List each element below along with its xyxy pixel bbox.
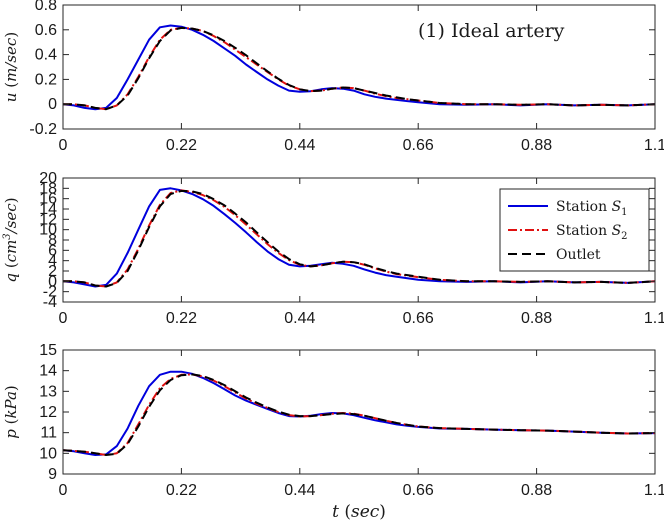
y-tick-label: 0 <box>48 96 57 113</box>
y-tick-label: 12 <box>39 211 57 228</box>
legend-subscript: 1 <box>621 207 627 218</box>
y-tick-label: 11 <box>40 425 57 442</box>
legend-entry: Station S2 <box>556 223 628 242</box>
legend-label: Station <box>556 223 612 239</box>
y-tick-label: -0.2 <box>29 121 57 138</box>
x-tick-label: 0 <box>59 137 68 154</box>
series-line-outlet <box>63 189 655 288</box>
y-tick-label: 10 <box>39 222 57 239</box>
x-tick-label: 0.88 <box>521 310 552 327</box>
y-tick-label: 14 <box>39 201 57 218</box>
series-group <box>63 24 655 111</box>
x-tick-label: 0 <box>59 310 68 327</box>
x-tick-label: 0.88 <box>521 482 552 499</box>
x-tick-label: 0.44 <box>284 310 315 327</box>
ylabel-unit-rest: /sec <box>2 203 20 236</box>
ylabel-symbol: q <box>2 273 20 283</box>
y-tick-label: -4 <box>43 294 57 311</box>
x-tick-label: 0.88 <box>521 137 552 154</box>
y-tick-label: 10 <box>39 445 57 462</box>
legend-box <box>499 188 650 272</box>
y-tick-label: -2 <box>43 284 57 301</box>
xlabel-symbol: t <box>332 502 339 522</box>
ylabel-unit: kPa <box>2 391 20 418</box>
series-group <box>63 187 655 288</box>
legend-entry: Outlet <box>556 247 601 263</box>
x-tick-label: 0.44 <box>284 482 315 499</box>
ylabel-unit: cm <box>2 240 20 263</box>
ylabel-paren: ( <box>2 262 20 273</box>
y-tick-label: 0.4 <box>35 47 57 64</box>
y-tick-label: 6 <box>48 242 57 259</box>
ylabel-paren: ( <box>2 82 20 93</box>
plot-area <box>63 350 655 474</box>
x-tick-label: 1.1 <box>644 137 664 154</box>
xlabel-paren: ) <box>379 502 386 522</box>
legend-subscript: 2 <box>621 231 627 242</box>
y-tick-label: 8 <box>48 232 57 249</box>
x-tick-label: 0.66 <box>403 482 434 499</box>
ylabel-paren: ) <box>2 32 20 38</box>
x-tick-label: 0.66 <box>403 137 434 154</box>
ylabel-symbol: u <box>2 93 20 103</box>
y-tick-label: 9 <box>48 466 57 483</box>
y-tick-label: 0 <box>48 273 57 290</box>
y-tick-label: 0.6 <box>35 22 57 39</box>
x-tick-label: 0.22 <box>166 137 197 154</box>
series-line-outlet <box>63 26 655 111</box>
chart-panel-2: 0 0.22 0.44 0.66 0.88 1.1-4-20246810121416182… <box>2 170 664 327</box>
x-tick-label: 0 <box>59 482 68 499</box>
ylabel-symbol: p <box>2 429 20 439</box>
y-tick-label: 0.2 <box>35 71 57 88</box>
series-line-outlet <box>63 373 655 456</box>
y-tick-label: 13 <box>39 383 57 400</box>
chart-panel-1: 0 0.22 0.44 0.66 0.88 1.1-0.200.20.40.60.8u (… <box>2 0 664 154</box>
ylabel-superscript: 3 <box>2 233 13 239</box>
axes-frame <box>62 4 656 130</box>
y-tick-label: 0.8 <box>35 0 57 14</box>
panel-annotation: (1) Ideal artery <box>418 20 565 42</box>
x-tick-label: 1.1 <box>644 310 664 327</box>
y-tick-label: 2 <box>48 263 57 280</box>
ylabel-paren: ( <box>2 419 20 430</box>
y-tick-label: 16 <box>39 191 57 208</box>
y-tick-label: 4 <box>48 253 57 270</box>
legend-math: S <box>612 223 622 239</box>
legend-label: Outlet <box>556 247 601 263</box>
ylabel-paren: ) <box>2 197 20 203</box>
x-tick-label: 0.44 <box>284 137 315 154</box>
y-tick-label: 14 <box>39 363 57 380</box>
x-axis-label: t (sec) <box>332 502 386 522</box>
y-axis-label: p (kPa) <box>2 385 20 439</box>
xlabel-unit: sec <box>351 502 380 522</box>
series-group <box>63 370 655 456</box>
y-axis-label: u (m/sec) <box>2 32 20 102</box>
y-tick-label: 15 <box>39 342 57 359</box>
x-tick-label: 0.22 <box>166 482 197 499</box>
y-tick-label: 12 <box>39 404 57 421</box>
legend-entry: Station S1 <box>556 199 628 218</box>
ylabel-unit: m/sec <box>2 37 20 82</box>
y-axis-label: q (cm3/sec) <box>2 197 20 282</box>
legend-label: Station <box>556 199 612 215</box>
x-tick-label: 0.22 <box>166 310 197 327</box>
y-tick-label: 18 <box>39 180 57 197</box>
x-tick-label: 1.1 <box>644 482 664 499</box>
legend-math: S <box>612 199 622 215</box>
xlabel-paren: ( <box>339 502 351 522</box>
x-tick-label: 0.66 <box>403 310 434 327</box>
plot-area <box>63 5 655 129</box>
ylabel-paren: ) <box>2 385 20 391</box>
y-tick-label: 20 <box>39 170 57 187</box>
